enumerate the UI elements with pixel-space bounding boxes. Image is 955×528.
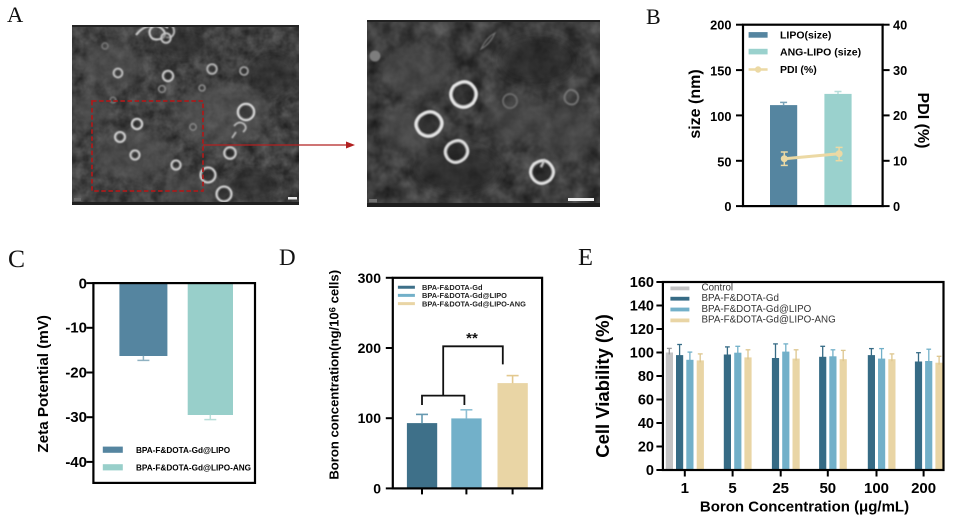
svg-text:20: 20: [638, 440, 654, 456]
svg-text:BPA-F&DOTA-Gd@LIPO: BPA-F&DOTA-Gd@LIPO: [702, 304, 812, 315]
svg-text:**: **: [466, 330, 478, 347]
svg-text:0: 0: [79, 275, 87, 292]
svg-text:size (nm): size (nm): [687, 69, 704, 138]
svg-text:50: 50: [819, 480, 836, 497]
svg-text:Boron Concentration (μg/mL): Boron Concentration (μg/mL): [700, 499, 909, 516]
svg-text:1: 1: [681, 480, 689, 497]
svg-text:BPA-F&DOTA-Gd: BPA-F&DOTA-Gd: [702, 293, 779, 304]
svg-text:40: 40: [638, 416, 654, 432]
svg-text:5: 5: [728, 480, 736, 497]
svg-text:-10: -10: [65, 320, 87, 337]
svg-text:150: 150: [710, 63, 731, 78]
svg-text:100: 100: [864, 480, 889, 497]
svg-text:120: 120: [630, 322, 654, 338]
svg-text:PDI (%): PDI (%): [780, 64, 817, 76]
svg-text:Cell Viability (%): Cell Viability (%): [592, 314, 613, 458]
svg-text:160: 160: [630, 275, 654, 291]
svg-text:10: 10: [893, 154, 907, 169]
svg-text:LIPO(size): LIPO(size): [780, 30, 831, 42]
svg-text:Boron concentration(ng/106 cel: Boron concentration(ng/106 cells): [327, 270, 342, 480]
svg-text:BPA-F&DOTA-Gd@LIPO: BPA-F&DOTA-Gd@LIPO: [422, 291, 507, 300]
svg-text:0: 0: [373, 480, 381, 496]
svg-text:ANG-LIPO (size): ANG-LIPO (size): [780, 46, 861, 58]
svg-text:80: 80: [638, 369, 654, 385]
svg-text:BPA-F&DOTA-Gd@LIPO-ANG: BPA-F&DOTA-Gd@LIPO-ANG: [702, 315, 836, 326]
svg-text:BPA-F&DOTA-Gd@LIPO-ANG: BPA-F&DOTA-Gd@LIPO-ANG: [136, 464, 251, 473]
svg-text:200: 200: [358, 340, 382, 356]
svg-text:0: 0: [646, 463, 654, 479]
svg-text:PDI (%): PDI (%): [914, 93, 931, 149]
svg-text:100: 100: [710, 109, 731, 124]
svg-text:200: 200: [710, 18, 731, 33]
svg-text:BPA-F&DOTA-Gd@LIPO-ANG: BPA-F&DOTA-Gd@LIPO-ANG: [422, 299, 526, 308]
svg-text:40: 40: [893, 18, 907, 33]
svg-text:30: 30: [893, 63, 907, 78]
svg-text:-30: -30: [65, 409, 87, 426]
svg-text:BPA-F&DOTA-Gd: BPA-F&DOTA-Gd: [422, 283, 483, 292]
svg-text:50: 50: [717, 154, 731, 169]
svg-text:25: 25: [772, 480, 789, 497]
svg-text:20: 20: [893, 108, 907, 123]
svg-text:Control: Control: [702, 283, 734, 294]
svg-text:100: 100: [630, 346, 654, 362]
svg-text:0: 0: [724, 199, 731, 214]
svg-text:140: 140: [630, 299, 654, 315]
svg-text:Zeta Potential (mV): Zeta Potential (mV): [35, 315, 52, 453]
svg-text:BPA-F&DOTA-Gd@LIPO: BPA-F&DOTA-Gd@LIPO: [136, 446, 231, 455]
svg-text:-20: -20: [65, 364, 87, 381]
svg-text:60: 60: [638, 393, 654, 409]
svg-text:0: 0: [893, 199, 900, 214]
svg-text:300: 300: [358, 270, 382, 286]
svg-text:100: 100: [358, 410, 382, 426]
svg-text:200: 200: [911, 480, 936, 497]
svg-text:-40: -40: [65, 454, 87, 471]
